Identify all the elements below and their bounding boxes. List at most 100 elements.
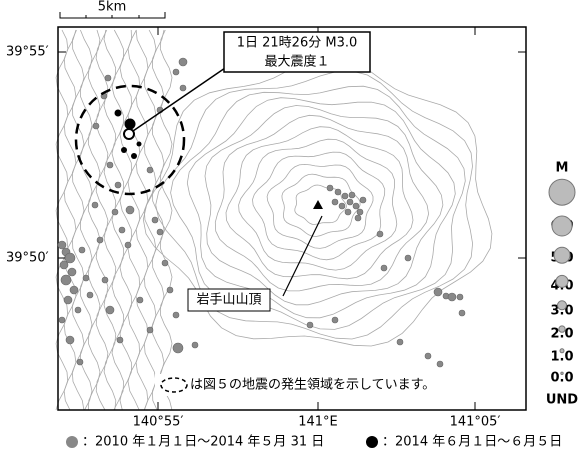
contour-line [155, 70, 474, 340]
magnitude-symbol [553, 246, 571, 264]
past-epicenter [118, 226, 126, 234]
recent-epicenter [136, 141, 142, 147]
recent-epicenter [121, 147, 127, 153]
magnitude-label: 2.0 [550, 327, 573, 342]
latitude-label: 39°55′ [6, 45, 49, 60]
past-epicenter [82, 274, 90, 282]
past-epicenter [136, 296, 144, 304]
past-epicenter [58, 316, 66, 324]
past-epicenter [436, 360, 444, 368]
contour-line [238, 138, 398, 271]
past-epicenter [65, 335, 75, 345]
past-epicenter [354, 214, 362, 222]
past-epicenter [396, 338, 404, 346]
magnitude-symbol [555, 274, 569, 288]
annotation-box [223, 31, 371, 73]
past-epicenter [74, 306, 82, 314]
latitude-label: 39°50′ [6, 251, 49, 266]
past-epicenter [124, 241, 132, 249]
past-epicenter [172, 311, 180, 319]
past-epicenter [179, 84, 187, 92]
past-epicenter [433, 287, 443, 297]
past-epicenter [326, 184, 334, 192]
magnitude-label: 1.0 [550, 350, 573, 365]
past-epicenter [63, 295, 73, 305]
magnitude-symbol [558, 325, 566, 333]
magnitude-label: UND [546, 393, 578, 408]
past-epicenter [105, 305, 115, 315]
magnitude-symbol [560, 371, 564, 375]
past-epicenter [64, 252, 76, 264]
note-background [155, 374, 485, 396]
past-epicenter [172, 342, 184, 354]
magnitude-symbol [557, 300, 567, 311]
past-epicenter [92, 122, 100, 130]
past-epicenter [125, 205, 135, 215]
past-epicenter [344, 208, 352, 216]
frame-ticks [58, 27, 526, 410]
contour-line [111, 29, 125, 411]
contour-line [214, 114, 430, 292]
contour-line [135, 29, 149, 411]
longitude-label: 141°E [298, 415, 338, 430]
past-epicenter [69, 285, 79, 295]
contour-line [252, 151, 386, 261]
magnitude-label: 3.0 [550, 304, 573, 319]
past-epicenter [346, 198, 354, 206]
past-epicenter [172, 68, 180, 76]
past-epicenter [178, 57, 188, 67]
contour-line [225, 126, 414, 280]
contours [55, 29, 493, 411]
past-epicenter [156, 228, 164, 236]
contour-line [186, 97, 456, 319]
past-epicenter [306, 321, 314, 329]
contour-line [80, 29, 93, 411]
past-epicenter [458, 309, 466, 317]
past-epicenter [352, 202, 360, 210]
past-epicenter [191, 341, 199, 349]
magnitude-symbol [559, 348, 565, 354]
longitude-label: 141°05′ [450, 415, 501, 430]
past-epicenter [359, 196, 367, 204]
past-epicenter [114, 181, 122, 189]
summit-leader [282, 215, 323, 297]
past-epicenter [341, 192, 349, 200]
contour-line [87, 29, 101, 411]
past-epicenter [151, 216, 159, 224]
region-note: は図５の地震の発生領域を示しています。 [190, 377, 435, 393]
contour-line [281, 173, 361, 237]
contour-line [119, 29, 133, 411]
contour-line [204, 105, 444, 306]
recent-epicenter [131, 153, 137, 159]
magnitude-label: 0.0 [550, 371, 573, 386]
past-epicenter [331, 316, 339, 324]
map-frame [57, 26, 527, 411]
past-epicenter [380, 264, 388, 272]
period-symbol [366, 436, 378, 448]
past-epicenter [57, 240, 67, 250]
past-epicenter [59, 260, 69, 270]
past-epicenter [86, 291, 94, 299]
past-epicenter [60, 274, 72, 286]
epicenters [57, 57, 466, 368]
magnitude-symbol [548, 178, 576, 206]
note-symbol [160, 377, 188, 393]
summit-marker [313, 200, 323, 209]
annotation-line: 1日 21時26分 M3.0 [237, 36, 358, 51]
period-symbol [66, 436, 78, 448]
past-epicenter [78, 246, 86, 254]
period-label: ：2010 年１月１日～2014 年５月 31 日 [82, 435, 324, 450]
past-epicenter [456, 293, 464, 301]
past-epicenter [404, 254, 412, 262]
past-epicenter [161, 259, 169, 267]
past-epicenter [106, 161, 114, 169]
past-epicenter [338, 202, 346, 210]
main-shock [123, 128, 135, 140]
past-epicenter [334, 188, 342, 196]
recent-epicenter [114, 109, 122, 117]
past-epicenter [101, 276, 109, 284]
past-epicenter [104, 74, 112, 82]
past-epicenter [424, 352, 432, 360]
